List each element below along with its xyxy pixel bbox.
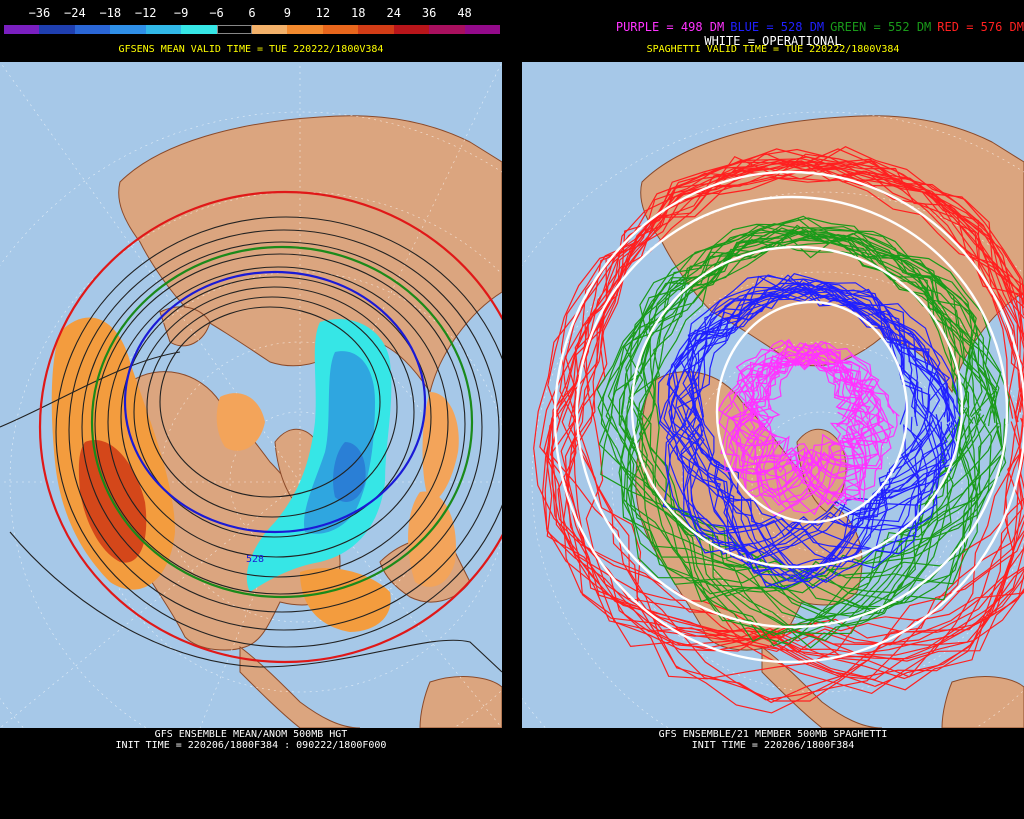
positive-anomaly-atlantic: [422, 392, 459, 502]
colorbar-label: 12: [315, 6, 331, 20]
ensemble-member-contour: [718, 347, 875, 495]
blue-528-contour: [123, 270, 427, 534]
ensemble-member-contour: [596, 224, 998, 642]
panel-divider: [502, 0, 522, 819]
colorbar-label: −18: [99, 6, 122, 20]
ensemble-member-contour: [567, 148, 1024, 646]
central-america-land: [239, 645, 361, 728]
contour-value-label: 528: [246, 554, 264, 565]
ensemble-member-contour: [550, 148, 1024, 678]
colorbar-label: 36: [421, 6, 437, 20]
mean-footer-title: GFS ENSEMBLE MEAN/ANOM 500MB HGT: [154, 729, 348, 740]
colorbar-swatch: [216, 25, 253, 34]
mean-footer-init: INIT TIME = 220206/1800F384 : 090222/180…: [115, 740, 387, 751]
ensemble-member-contour: [584, 161, 1024, 680]
south-america-land: [419, 676, 502, 728]
colorbar-swatch: [181, 25, 218, 34]
ensemble-mean-map: 528: [0, 62, 502, 728]
spaghetti-legend-entry: BLUE = 528 DM: [730, 20, 825, 34]
green-552-contour: [90, 245, 474, 599]
ensemble-member-contour: [733, 353, 880, 499]
spaghetti-panel: PURPLE = 498 DM BLUE = 528 DM GREEN = 552 …: [522, 0, 1024, 819]
operational-contours: [553, 170, 1024, 664]
colorbar-swatch: [287, 25, 324, 34]
ensemble-member-contour: [717, 356, 880, 510]
colorbar-labels: −36 −24 −18 −12 −9 −6 6 9 12 18 24 36 48: [0, 6, 502, 20]
ensemble-member-contour: [639, 217, 1007, 603]
colorbar-swatch: [252, 25, 288, 34]
spaghetti-legend-entry: RED = 576 DM: [937, 20, 1024, 34]
colorbar-label: 48: [457, 6, 472, 20]
ensemble-member-contour: [736, 353, 880, 498]
ensemble-member-contour: [663, 282, 951, 578]
spaghetti-legend-entry: GREEN = 552 DM: [830, 20, 932, 34]
ensemble-member-contour: [740, 339, 892, 499]
ensemble-mean-panel: −36 −24 −18 −12 −9 −6 6 9 12 18 24 36 48 GFSENS MEAN…: [0, 0, 502, 819]
colorbar-swatch: [464, 25, 501, 34]
operational-legend: WHITE = OPERATIONAL: [704, 34, 842, 48]
ensemble-member-contour: [573, 146, 1024, 640]
anomaly-colorbar: [4, 25, 501, 34]
ensemble-member-contour: [751, 356, 887, 506]
colorbar-label: 6: [248, 6, 256, 20]
positive-anomaly-us: [300, 568, 391, 632]
colorbar-swatch: [358, 25, 395, 34]
ensemble-member-contour: [597, 223, 978, 615]
colorbar-swatch: [110, 25, 147, 34]
ensemble-member-contour: [543, 160, 1024, 687]
colorbar-swatch: [39, 25, 76, 34]
ensemble-member-contour: [546, 169, 1024, 691]
ensemble-member-contour: [566, 160, 1024, 662]
colorbar-label: −24: [64, 6, 86, 20]
spaghetti-map: [522, 62, 1024, 728]
colorbar-label: −6: [209, 6, 224, 20]
spaghetti-footer-init: INIT TIME = 220206/1800F384: [691, 740, 855, 751]
ensemble-member-contour: [620, 229, 1000, 626]
ensemble-member-contour: [600, 241, 996, 635]
spaghetti-legend: PURPLE = 498 DM BLUE = 528 DM GREEN = 552 …: [522, 20, 1024, 34]
colorbar-label: 24: [386, 6, 401, 20]
colorbar-swatch: [393, 25, 430, 34]
red-576-contour: [38, 190, 502, 664]
ensemble-member-contour: [678, 289, 938, 554]
ensemble-member-contour: [728, 360, 862, 507]
ensemble-member-contour: [735, 340, 872, 480]
ensemble-member-contour: [628, 233, 1010, 646]
key-contours: [38, 190, 502, 664]
ensemble-member-contour: [720, 346, 857, 506]
colorbar-label: 18: [351, 6, 366, 20]
positive-anomaly-arctic: [216, 393, 265, 451]
height-contours: [0, 216, 502, 673]
spaghetti-valid-time: SPAGHETTI VALID TIME = TUE 220222/1800V3…: [646, 44, 900, 55]
colorbar-swatch: [429, 25, 466, 34]
mean-valid-time: GFSENS MEAN VALID TIME = TUE 220222/1800…: [118, 44, 384, 55]
colorbar-label: −12: [134, 6, 157, 20]
ensemble-member-contour: [670, 291, 955, 589]
graticule: [522, 111, 1024, 728]
colorbar-swatch: [74, 25, 111, 34]
ensemble-member-contour: [625, 226, 978, 595]
ensemble-member-contour: [620, 215, 970, 582]
colorbar-label: −36: [28, 6, 51, 20]
ensemble-member-contour: [738, 347, 900, 516]
spaghetti-legend-entry: PURPLE = 498 DM: [615, 20, 725, 34]
colorbar-label: 9: [283, 6, 292, 20]
spaghetti-contours: [533, 146, 1024, 714]
ensemble-member-contour: [557, 167, 1024, 655]
colorbar-swatch: [322, 25, 359, 34]
spaghetti-footer-title: GFS ENSEMBLE/21 MEMBER 500MB SPAGHETTI: [658, 729, 888, 740]
ensemble-member-contour: [619, 234, 1002, 649]
colorbar-label: −9: [173, 6, 189, 20]
colorbar-swatch: [145, 25, 182, 34]
colorbar-swatch: [4, 25, 40, 34]
